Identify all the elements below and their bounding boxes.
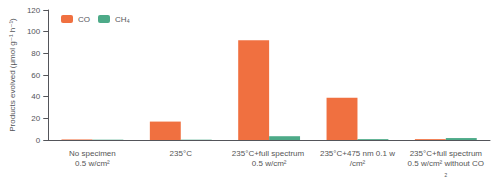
- svg-text:0: 0: [36, 136, 41, 145]
- svg-text:40: 40: [31, 92, 40, 101]
- svg-text:100: 100: [27, 27, 41, 36]
- svg-text:235°C+full spectrum: 235°C+full spectrum: [232, 149, 307, 158]
- svg-text:No specimen: No specimen: [69, 149, 116, 158]
- svg-text:20: 20: [31, 114, 40, 123]
- svg-text:CH₄: CH₄: [115, 15, 130, 24]
- svg-text:235°C+475 nm 0.1 w: 235°C+475 nm 0.1 w: [320, 149, 395, 158]
- svg-text:0.5 w/cm²: 0.5 w/cm²: [75, 159, 110, 168]
- svg-text:CO: CO: [78, 15, 90, 24]
- svg-text:60: 60: [31, 71, 40, 80]
- svg-text:/cm²: /cm²: [350, 159, 366, 168]
- svg-text:235°C+full spectrum: 235°C+full spectrum: [410, 149, 483, 158]
- svg-text:₂: ₂: [444, 169, 447, 178]
- svg-text:120: 120: [27, 6, 41, 15]
- svg-text:235°C: 235°C: [170, 149, 193, 158]
- svg-text:0.5 w/cm²: 0.5 w/cm²: [252, 159, 287, 168]
- svg-text:Products evolved (μmol g⁻¹ h⁻¹: Products evolved (μmol g⁻¹ h⁻¹): [8, 18, 17, 132]
- svg-text:0.5 w/cm² without CO: 0.5 w/cm² without CO: [408, 159, 484, 168]
- svg-text:80: 80: [31, 49, 40, 58]
